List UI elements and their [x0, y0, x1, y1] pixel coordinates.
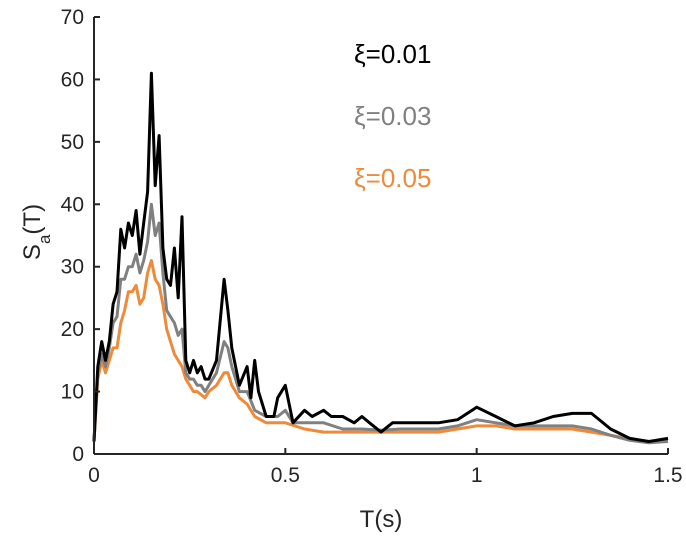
series-line-3 — [92, 259, 668, 443]
y-tick-label: 30 — [61, 256, 84, 279]
series-line-2 — [92, 202, 669, 445]
y-tick-label: 70 — [61, 6, 84, 29]
ticks: 0 10 20 30 40 50 60 70 0 0.5 1 1.5 — [61, 6, 683, 487]
x-axis-label: T(s) — [360, 506, 403, 533]
legend-entry-2: ξ=0.03 — [354, 101, 431, 131]
y-axis-label-base: S — [19, 244, 46, 260]
y-tick-label: 60 — [61, 68, 84, 91]
plot-lines — [92, 71, 669, 445]
legend-entry-3: ξ=0.05 — [354, 163, 431, 193]
legend: ξ=0.01 ξ=0.03 ξ=0.05 — [354, 39, 431, 193]
y-axis-label-tail: (T) — [19, 204, 46, 235]
y-tick-label: 40 — [61, 193, 84, 216]
y-axis-label: Sa(T) — [19, 204, 54, 260]
legend-entry-1: ξ=0.01 — [354, 39, 431, 69]
x-tick-label: 0 — [88, 464, 100, 487]
y-tick-label: 20 — [61, 318, 84, 341]
y-axis-label-sub: a — [35, 234, 54, 244]
y-tick-label: 10 — [61, 381, 84, 404]
x-tick-label: 1.5 — [653, 464, 682, 487]
x-tick-label: 1 — [471, 464, 483, 487]
y-tick-label: 50 — [61, 131, 84, 154]
y-tick-label: 0 — [72, 443, 84, 466]
x-tick-label: 0.5 — [271, 464, 300, 487]
series-line-1 — [92, 71, 669, 443]
axes — [93, 17, 668, 455]
